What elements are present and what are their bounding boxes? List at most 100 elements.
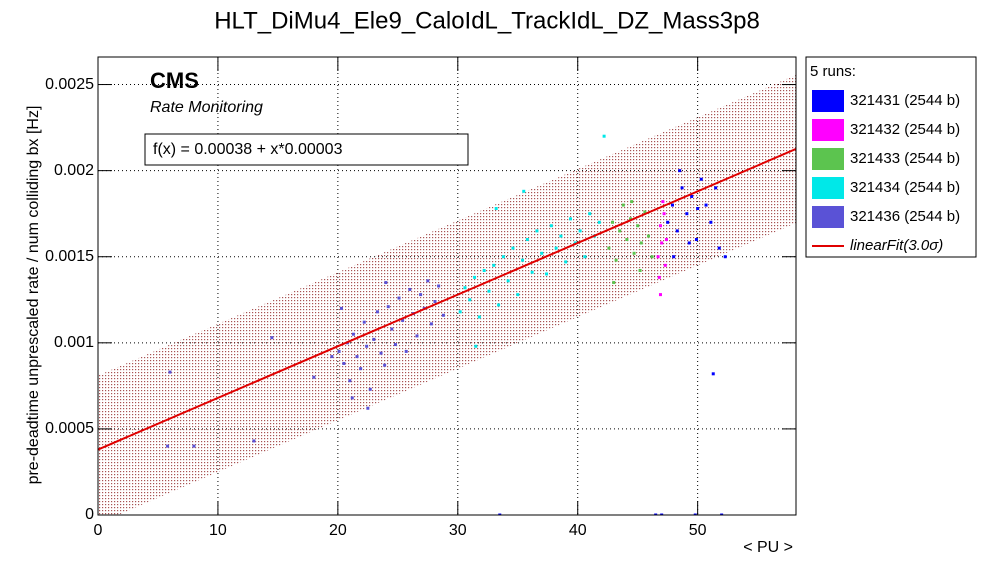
data-point xyxy=(714,186,718,190)
y-tick-label: 0.001 xyxy=(54,334,94,351)
data-point xyxy=(312,375,316,379)
data-point xyxy=(397,296,401,300)
legend-label: 321433 (2544 b) xyxy=(850,150,960,167)
y-tick-label: 0.0015 xyxy=(45,248,94,265)
legend-title: 5 runs: xyxy=(810,63,856,80)
legend-label: linearFit(3.0σ) xyxy=(850,237,943,254)
data-point xyxy=(664,238,668,242)
data-point xyxy=(433,299,437,303)
data-point xyxy=(270,336,274,340)
data-point xyxy=(549,224,553,228)
data-point xyxy=(511,246,515,250)
y-tick-label: 0.002 xyxy=(54,162,94,179)
data-point xyxy=(487,289,491,293)
data-point xyxy=(693,513,697,515)
data-point xyxy=(678,169,682,173)
legend-label: 321434 (2544 b) xyxy=(850,179,960,196)
data-point xyxy=(525,238,529,242)
data-point xyxy=(379,351,383,355)
legend-swatch xyxy=(812,206,844,228)
data-point xyxy=(602,134,606,138)
data-point xyxy=(404,349,408,353)
plot-area xyxy=(97,57,796,516)
data-point xyxy=(386,305,390,309)
data-point xyxy=(643,210,647,214)
data-point xyxy=(646,234,650,238)
data-point xyxy=(720,513,724,515)
legend-swatch xyxy=(812,177,844,199)
data-point xyxy=(663,263,667,267)
data-point xyxy=(687,241,691,245)
data-point xyxy=(521,258,525,262)
data-point xyxy=(657,275,661,279)
data-point xyxy=(656,255,660,259)
data-point xyxy=(355,355,359,359)
data-point xyxy=(384,281,388,285)
data-point xyxy=(711,372,715,376)
data-point xyxy=(506,279,510,283)
data-point xyxy=(611,220,615,224)
data-point xyxy=(717,246,721,250)
legend-label: 321431 (2544 b) xyxy=(850,92,960,109)
fit-group xyxy=(98,74,796,515)
data-point xyxy=(426,279,430,283)
data-point xyxy=(685,212,689,216)
y-tick-label: 0.0025 xyxy=(45,76,94,93)
chart-title: HLT_DiMu4_Ele9_CaloIdL_TrackIdL_DZ_Mass3… xyxy=(214,7,760,34)
data-point xyxy=(630,200,634,204)
data-point xyxy=(342,361,346,365)
data-point xyxy=(662,212,666,216)
data-point xyxy=(168,370,172,374)
data-point xyxy=(559,234,563,238)
legend-swatch xyxy=(812,148,844,170)
data-point xyxy=(614,258,618,262)
x-tick-label: 30 xyxy=(449,522,467,539)
data-point xyxy=(366,406,370,410)
data-point xyxy=(607,246,611,250)
data-point xyxy=(694,238,698,242)
data-point xyxy=(473,275,477,279)
data-point xyxy=(494,207,498,211)
data-point xyxy=(628,217,632,221)
data-point xyxy=(654,513,658,515)
data-point xyxy=(680,186,684,190)
data-point xyxy=(498,513,502,515)
data-point xyxy=(540,251,544,255)
data-point xyxy=(497,303,501,307)
data-point xyxy=(638,269,642,273)
data-point xyxy=(330,355,334,359)
data-point xyxy=(632,251,636,255)
data-point xyxy=(522,189,526,193)
data-point xyxy=(723,255,727,259)
data-point xyxy=(554,246,558,250)
data-point xyxy=(660,241,664,245)
data-point xyxy=(675,229,679,233)
data-point xyxy=(658,293,662,297)
data-point xyxy=(463,286,467,290)
data-point xyxy=(492,263,496,267)
legend-swatch xyxy=(812,90,844,112)
data-point xyxy=(368,387,372,391)
data-point xyxy=(408,287,412,291)
x-tick-label: 10 xyxy=(209,522,227,539)
y-tick-label: 0 xyxy=(85,506,94,523)
data-point xyxy=(477,315,481,319)
data-point xyxy=(583,255,587,259)
x-axis-label: < PU > xyxy=(743,539,793,556)
x-tick-label: 50 xyxy=(689,522,707,539)
data-point xyxy=(482,269,486,273)
data-point xyxy=(545,272,549,276)
cms-label: CMS xyxy=(150,68,199,93)
data-point xyxy=(530,270,534,274)
data-point xyxy=(569,217,573,221)
data-point xyxy=(658,224,662,228)
data-point xyxy=(401,318,405,322)
data-point xyxy=(709,220,713,224)
data-point xyxy=(365,344,369,348)
fit-box xyxy=(144,133,469,166)
data-point xyxy=(375,310,379,314)
data-point xyxy=(359,367,363,371)
data-point xyxy=(437,284,441,288)
data-point xyxy=(393,343,397,347)
data-point xyxy=(383,363,387,367)
